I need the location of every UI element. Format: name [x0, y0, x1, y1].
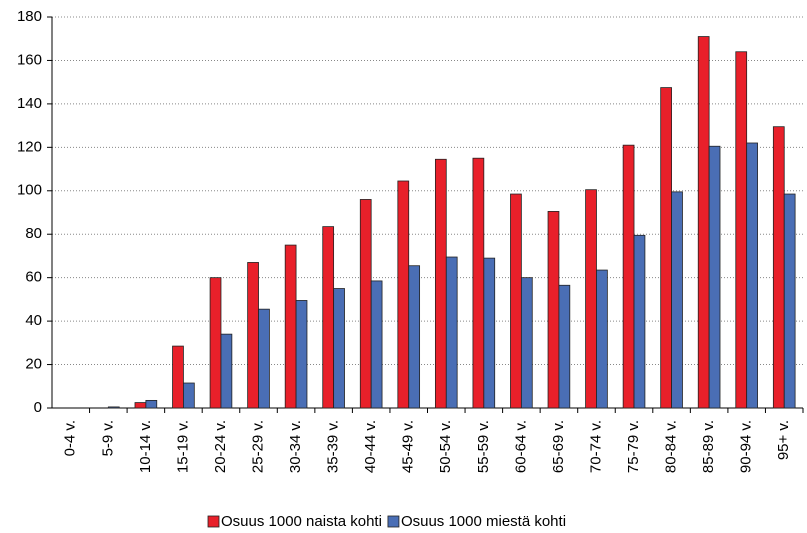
legend-label: Osuus 1000 naista kohti	[221, 513, 382, 530]
bar	[370, 280, 383, 409]
bar	[558, 284, 571, 409]
x-tick-label: 85-89 v.	[700, 420, 717, 473]
y-tick-label: 80	[25, 225, 42, 242]
x-tick-label: 0-4 v.	[62, 420, 79, 456]
y-tick-label: 100	[17, 182, 42, 199]
bar	[622, 144, 635, 409]
bar	[697, 36, 710, 409]
bar	[735, 51, 748, 409]
legend-swatch	[387, 515, 400, 528]
bar	[359, 199, 372, 409]
x-tick-label: 45-49 v.	[400, 420, 417, 473]
x-tick-label: 50-54 v.	[437, 420, 454, 473]
bar	[520, 277, 533, 409]
x-tick-label: 10-14 v.	[137, 420, 154, 473]
bar	[209, 277, 222, 409]
bar	[434, 158, 447, 409]
x-tick-label: 70-74 v.	[587, 420, 604, 473]
bar	[671, 191, 683, 409]
bar	[633, 234, 646, 409]
bar	[397, 180, 410, 409]
bar	[284, 244, 297, 409]
x-tick-label: 35-39 v.	[325, 420, 342, 473]
bar	[445, 256, 458, 409]
y-tick-label: 20	[25, 356, 42, 373]
bar	[258, 308, 270, 409]
bar	[772, 126, 785, 409]
x-tick-label: 65-69 v.	[550, 420, 567, 473]
y-tick-label: 140	[17, 95, 42, 112]
x-tick-label: 60-64 v.	[512, 420, 529, 473]
bar	[247, 262, 259, 409]
x-tick-label: 40-44 v.	[362, 420, 379, 473]
bar	[660, 87, 672, 409]
bar	[220, 333, 233, 409]
bar	[333, 288, 345, 409]
x-tick-label: 5-9 v.	[99, 420, 116, 456]
x-tick-label: 75-79 v.	[625, 420, 642, 473]
bar	[746, 142, 758, 409]
x-tick-label: 15-19 v.	[174, 420, 191, 473]
bar	[322, 226, 335, 409]
y-tick-label: 180	[17, 8, 42, 25]
bar	[107, 406, 120, 409]
y-tick-label: 0	[34, 399, 42, 416]
y-tick-label: 160	[17, 51, 42, 68]
x-tick-label: 95+ v.	[775, 420, 792, 460]
x-tick-label: 90-94 v.	[738, 420, 755, 473]
x-tick-label: 20-24 v.	[212, 420, 229, 473]
bar	[172, 345, 184, 409]
x-tick-label: 30-34 v.	[287, 420, 304, 473]
y-tick-label: 120	[17, 138, 42, 155]
bar	[596, 269, 608, 409]
bar	[408, 265, 421, 409]
bar	[472, 157, 485, 409]
bar	[295, 300, 308, 409]
y-tick-label: 60	[25, 269, 42, 286]
bar	[483, 257, 496, 409]
x-tick-label: 55-59 v.	[475, 420, 492, 473]
legend-swatch	[207, 515, 220, 528]
y-tick-label: 40	[25, 312, 42, 329]
bar	[145, 399, 158, 409]
legend-label: Osuus 1000 miestä kohti	[401, 513, 566, 530]
bar	[134, 402, 147, 409]
bar	[783, 193, 796, 409]
bar	[183, 382, 195, 409]
bar	[585, 189, 597, 409]
bar	[510, 193, 522, 409]
bar	[547, 211, 560, 409]
bar	[708, 145, 721, 409]
x-tick-label: 80-84 v.	[663, 420, 680, 473]
x-tick-label: 25-29 v.	[249, 420, 266, 473]
